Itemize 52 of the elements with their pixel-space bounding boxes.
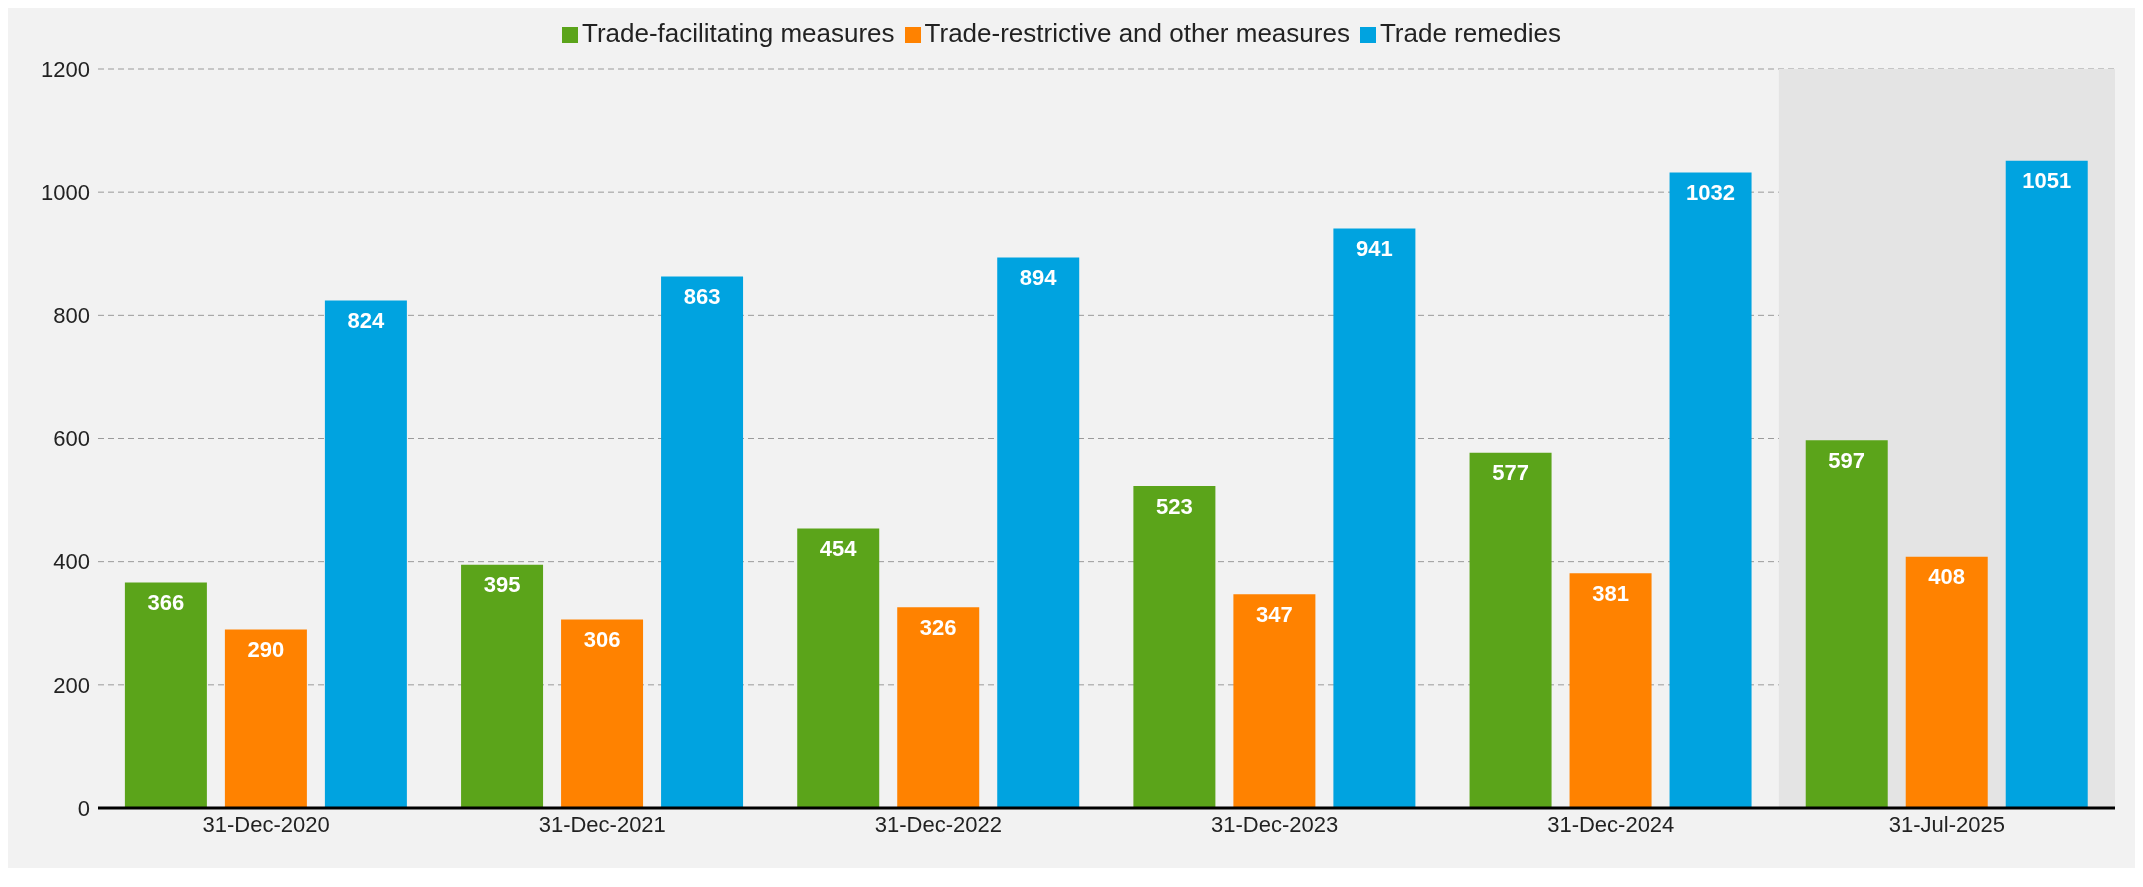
bar bbox=[1805, 440, 1888, 808]
x-tick-label: 31-Dec-2023 bbox=[1210, 811, 1339, 837]
bar bbox=[1569, 573, 1652, 808]
bar bbox=[997, 257, 1080, 808]
legend-label: Trade-facilitating measures bbox=[581, 18, 895, 48]
data-label: 408 bbox=[1928, 564, 1966, 590]
bar bbox=[324, 300, 407, 808]
y-tick-label: 200 bbox=[53, 672, 90, 698]
data-label: 306 bbox=[583, 627, 621, 653]
bar bbox=[561, 619, 644, 808]
y-tick-label: 600 bbox=[53, 426, 90, 452]
y-tick-label: 0 bbox=[77, 795, 90, 821]
bar bbox=[1233, 594, 1316, 808]
bar bbox=[224, 629, 307, 808]
data-label: 366 bbox=[147, 590, 185, 616]
x-tick-label: 31-Dec-2024 bbox=[1547, 811, 1675, 837]
data-label: 454 bbox=[819, 536, 858, 562]
bar bbox=[461, 564, 544, 808]
data-label: 1032 bbox=[1686, 180, 1736, 206]
data-label: 863 bbox=[683, 284, 721, 310]
bar bbox=[1469, 452, 1552, 808]
data-label: 326 bbox=[919, 614, 957, 640]
bar bbox=[1133, 485, 1216, 808]
bar bbox=[797, 528, 880, 808]
bar bbox=[124, 582, 207, 808]
data-label: 395 bbox=[483, 572, 521, 598]
y-tick-label: 1000 bbox=[41, 179, 90, 205]
data-label: 824 bbox=[347, 308, 385, 334]
y-tick-label: 1200 bbox=[41, 56, 90, 82]
bar bbox=[1333, 228, 1416, 808]
data-label: 597 bbox=[1828, 447, 1866, 473]
bar bbox=[1669, 172, 1752, 808]
x-tick-label: 31-Dec-2022 bbox=[874, 811, 1003, 837]
data-label: 1051 bbox=[2022, 168, 2072, 194]
x-tick-label: 31-Dec-2021 bbox=[538, 811, 666, 837]
y-tick-label: 400 bbox=[53, 549, 90, 575]
data-label: 347 bbox=[1256, 601, 1293, 627]
data-label: 381 bbox=[1592, 580, 1629, 606]
bar bbox=[897, 607, 980, 808]
data-label: 894 bbox=[1019, 265, 1058, 291]
legend-label: Trade remedies bbox=[1379, 18, 1562, 48]
bar bbox=[661, 276, 744, 808]
data-label: 523 bbox=[1156, 493, 1193, 519]
data-label: 577 bbox=[1492, 460, 1529, 486]
data-label: 941 bbox=[1356, 236, 1393, 262]
x-tick-label: 31-Jul-2025 bbox=[1888, 811, 2006, 837]
y-tick-label: 800 bbox=[53, 303, 90, 329]
bar bbox=[2005, 160, 2088, 808]
bar bbox=[1905, 556, 1988, 808]
legend-label: Trade-restrictive and other measures bbox=[924, 18, 1350, 48]
x-tick-label: 31-Dec-2020 bbox=[202, 811, 330, 837]
data-label: 290 bbox=[247, 637, 285, 663]
